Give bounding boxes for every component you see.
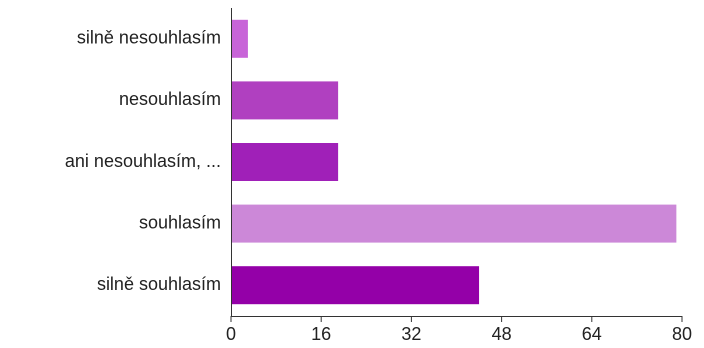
bars-group [231,19,677,305]
bar-ani-nesouhlasim [231,143,339,181]
x-tick-label-0: 0 [226,324,236,344]
x-tick-label-48: 48 [492,324,512,344]
x-tick-label-32: 32 [401,324,421,344]
bar-silne-nesouhlasim [231,19,248,58]
category-label-silne-nesouhlasim: silně nesouhlasím [77,28,221,48]
bar-nesouhlasim [231,81,339,120]
category-label-nesouhlasim: nesouhlasím [119,89,221,109]
category-label-souhlasim: souhlasím [139,212,221,232]
category-labels: silně nesouhlasím nesouhlasím ani nesouhla… [65,28,221,294]
bar-silne-souhlasim [231,266,480,305]
bar-souhlasim [231,204,677,243]
category-label-silne-souhlasim: silně souhlasím [97,274,221,294]
x-tick-label-16: 16 [311,324,331,344]
x-tick-label-64: 64 [582,324,602,344]
category-label-ani-nesouhlasim: ani nesouhlasím, ... [65,151,221,171]
x-axis-ticks: 0 16 32 48 64 80 [226,316,692,344]
x-tick-label-80: 80 [672,324,692,344]
